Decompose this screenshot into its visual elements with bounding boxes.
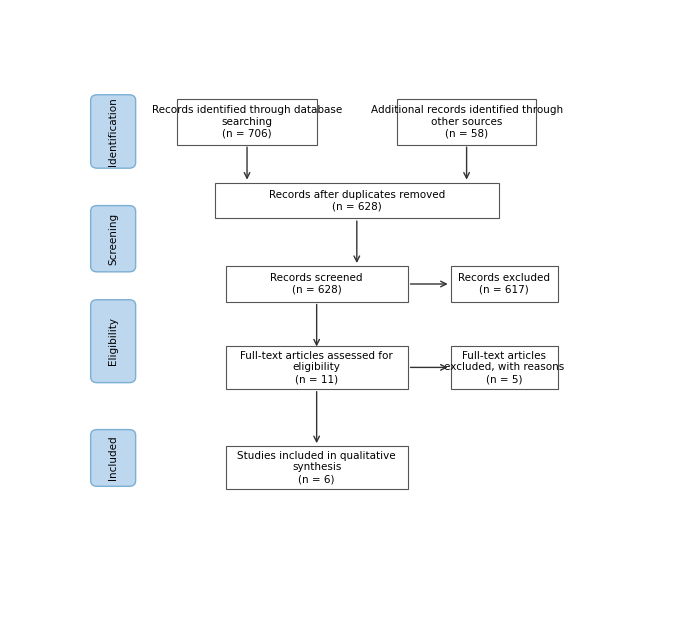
FancyBboxPatch shape: [91, 430, 135, 487]
Bar: [451, 266, 558, 302]
Bar: [225, 346, 408, 389]
Text: Screening: Screening: [108, 213, 118, 265]
FancyBboxPatch shape: [91, 95, 135, 168]
Text: Identification: Identification: [108, 97, 118, 166]
Text: Records identified through database
searching
(n = 706): Records identified through database sear…: [152, 105, 342, 139]
Bar: [215, 183, 499, 219]
Text: Included: Included: [108, 436, 118, 480]
Text: Full-text articles assessed for
eligibility
(n = 11): Full-text articles assessed for eligibil…: [240, 351, 393, 384]
Text: Full-text articles
excluded, with reasons
(n = 5): Full-text articles excluded, with reason…: [444, 351, 565, 384]
Text: Records after duplicates removed
(n = 628): Records after duplicates removed (n = 62…: [269, 190, 445, 211]
Bar: [451, 346, 558, 389]
Text: Records screened
(n = 628): Records screened (n = 628): [270, 273, 363, 295]
Text: Records excluded
(n = 617): Records excluded (n = 617): [458, 273, 550, 295]
Bar: [225, 446, 408, 489]
Text: Eligibility: Eligibility: [108, 317, 118, 365]
Text: Studies included in qualitative
synthesis
(n = 6): Studies included in qualitative synthesi…: [237, 451, 396, 484]
FancyBboxPatch shape: [91, 206, 135, 272]
Bar: [397, 99, 536, 145]
Bar: [178, 99, 316, 145]
Bar: [225, 266, 408, 302]
Text: Additional records identified through
other sources
(n = 58): Additional records identified through ot…: [370, 105, 562, 139]
FancyBboxPatch shape: [91, 300, 135, 383]
